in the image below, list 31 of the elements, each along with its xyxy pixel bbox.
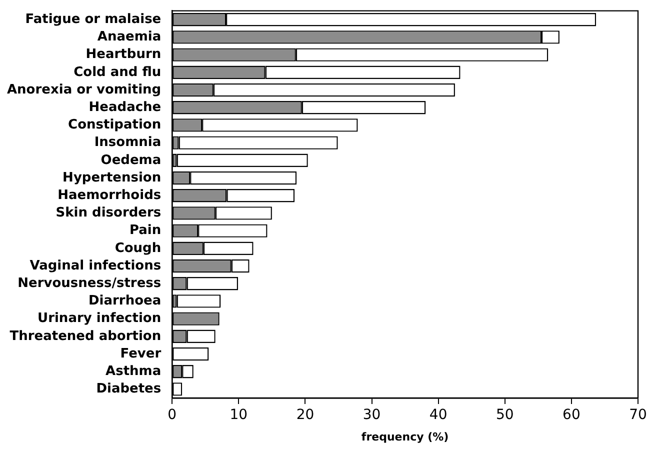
- y-tick-label: Asthma: [106, 364, 162, 379]
- y-tick-label: Haemorrhoids: [58, 188, 162, 203]
- x-tick-label: 60: [562, 407, 580, 424]
- y-tick-label: Vaginal infections: [30, 258, 162, 274]
- y-tick-label: Threatened abortion: [10, 328, 162, 344]
- y-tick-label: Oedema: [100, 152, 162, 168]
- y-tick-label: Pain: [129, 223, 162, 238]
- x-tick-label: 20: [296, 407, 314, 424]
- x-tick-label: 40: [429, 407, 448, 424]
- y-tick-label: Diarrhoea: [88, 294, 162, 309]
- y-tick-label: Skin disorders: [56, 206, 162, 221]
- y-tick-label: Urinary infection: [38, 311, 162, 326]
- y-tick-label: Cough: [114, 240, 162, 256]
- y-tick-label: Hypertension: [62, 170, 162, 186]
- x-tick-label: 0: [168, 407, 177, 424]
- y-tick-label: Fever: [120, 346, 162, 362]
- x-axis-title: frequency (%): [361, 430, 449, 444]
- x-tick-label: 10: [230, 407, 248, 424]
- y-tick-label: Constipation: [68, 118, 162, 133]
- y-tick-label: Insomnia: [94, 135, 162, 150]
- x-tick-label: 50: [496, 407, 514, 424]
- x-tick-label: 30: [362, 407, 381, 424]
- y-tick-label: Cold and flu: [74, 64, 162, 80]
- y-tick-label: Fatigue or malaise: [25, 12, 162, 27]
- x-tick-label: 70: [629, 407, 647, 424]
- y-tick-label: Headache: [88, 100, 162, 115]
- y-tick-label: Diabetes: [96, 382, 162, 397]
- y-tick-label: Heartburn: [86, 47, 162, 62]
- y-tick-label: Anorexia or vomiting: [6, 82, 162, 98]
- y-tick-label: Nervousness/stress: [18, 276, 162, 291]
- y-tick-label: Anaemia: [97, 30, 162, 45]
